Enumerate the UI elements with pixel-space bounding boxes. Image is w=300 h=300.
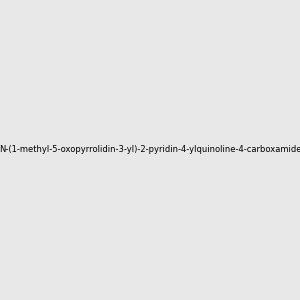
Text: N-(1-methyl-5-oxopyrrolidin-3-yl)-2-pyridin-4-ylquinoline-4-carboxamide: N-(1-methyl-5-oxopyrrolidin-3-yl)-2-pyri… [0,146,300,154]
